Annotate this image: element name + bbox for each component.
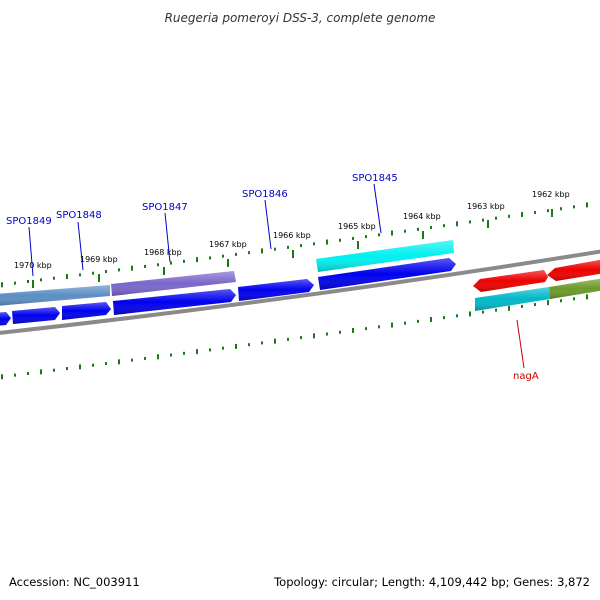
gene-spo1849-shade	[0, 285, 110, 306]
leader-spo1846	[264, 199, 272, 250]
gene-label-spo1848[interactable]: SPO1848	[56, 210, 102, 221]
tick-label: 1962 kbp	[532, 190, 570, 199]
leader-spo1845	[373, 183, 382, 234]
gene-spo1847-shade	[111, 271, 236, 296]
forward-strand-genes	[0, 240, 454, 306]
tick-label: 1970 kbp	[14, 261, 52, 270]
gene-label-spo1849[interactable]: SPO1849	[6, 216, 52, 227]
gene-label-spo1847[interactable]: SPO1847	[142, 202, 188, 213]
reverse-gene-shading	[473, 259, 600, 311]
leader-spo1849	[28, 226, 34, 277]
blue-arrow-shading	[0, 258, 456, 326]
gene-labels: SPO1849 SPO1848 SPO1847 SPO1846 SPO1845 …	[6, 173, 539, 382]
gene-label-spo1846[interactable]: SPO1846	[242, 189, 288, 200]
genome-summary-text: Topology: circular; Length: 4,109,442 bp…	[274, 575, 590, 589]
scale-ticks-upper	[1, 202, 588, 288]
tick-labels: 1970 kbp 1969 kbp 1968 kbp 1967 kbp 1966…	[14, 190, 570, 270]
leader-spo1848	[77, 221, 84, 271]
tick-label: 1965 kbp	[338, 222, 376, 231]
tick-label: 1968 kbp	[144, 248, 182, 257]
tick-label: 1967 kbp	[209, 240, 247, 249]
tick-label: 1964 kbp	[403, 212, 441, 221]
genome-backbone	[0, 249, 600, 335]
label-leaders	[28, 183, 525, 369]
leader-naga	[516, 319, 525, 369]
gene-spo1845-shade	[316, 240, 454, 272]
map-title: Ruegeria pomeroyi DSS-3, complete genome	[165, 11, 436, 25]
accession-text: Accession: NC_003911	[9, 575, 140, 589]
reverse-strand-genes	[473, 259, 600, 311]
tick-label: 1963 kbp	[467, 202, 505, 211]
gene-label-spo1845[interactable]: SPO1845	[352, 173, 398, 184]
gene-label-naga[interactable]: nagA	[513, 371, 539, 382]
tick-label: 1966 kbp	[273, 231, 311, 240]
major-ticks	[32, 209, 553, 288]
tick-label: 1969 kbp	[80, 255, 118, 264]
blue-gene-row	[0, 258, 456, 326]
leader-spo1847	[164, 212, 171, 263]
scale-ticks-lower	[1, 294, 588, 380]
